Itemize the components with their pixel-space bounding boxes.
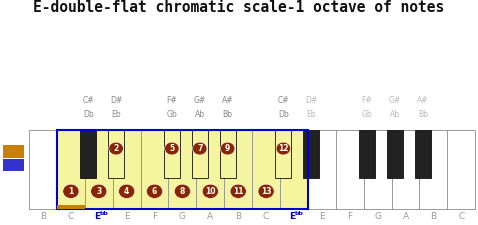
Bar [3, 145, 23, 158]
Text: 8: 8 [180, 187, 185, 196]
Text: 12: 12 [278, 144, 289, 153]
Text: C: C [458, 212, 465, 221]
Text: Ab: Ab [390, 110, 400, 119]
Text: C: C [263, 212, 269, 221]
Text: Bb: Bb [223, 110, 233, 119]
Text: 10: 10 [205, 187, 216, 196]
Text: C#: C# [82, 95, 94, 104]
Bar [192, 130, 208, 178]
Ellipse shape [220, 142, 235, 155]
Text: A#: A# [222, 95, 233, 104]
Bar [196, 130, 224, 209]
Text: Db: Db [278, 110, 289, 119]
Text: 9: 9 [225, 144, 230, 153]
Bar [359, 130, 375, 178]
Text: 2: 2 [113, 144, 119, 153]
Bar [275, 130, 292, 178]
Bar [29, 130, 57, 209]
Text: E: E [124, 212, 130, 221]
Text: D#: D# [110, 95, 122, 104]
Text: bb: bb [99, 211, 108, 216]
Text: C#: C# [278, 95, 289, 104]
Text: Eb: Eb [111, 110, 121, 119]
Text: 4: 4 [124, 187, 129, 196]
Bar [164, 130, 180, 178]
Bar [303, 130, 319, 178]
Text: E: E [290, 212, 295, 221]
Text: basicmusictheory.com: basicmusictheory.com [10, 77, 14, 139]
Text: Gb: Gb [166, 110, 177, 119]
Text: F#: F# [362, 95, 372, 104]
Bar [108, 130, 124, 178]
Text: F#: F# [166, 95, 177, 104]
Ellipse shape [91, 184, 107, 198]
Text: A: A [207, 212, 213, 221]
Ellipse shape [146, 184, 163, 198]
Ellipse shape [230, 184, 246, 198]
Ellipse shape [258, 184, 274, 198]
Text: 6: 6 [152, 187, 157, 196]
Text: 7: 7 [197, 144, 202, 153]
Bar [224, 130, 252, 209]
Bar [415, 130, 431, 178]
Bar [80, 130, 96, 178]
Text: B: B [40, 212, 46, 221]
Bar [391, 130, 420, 209]
Text: 11: 11 [233, 187, 243, 196]
Text: bb: bb [294, 211, 304, 216]
Bar [280, 130, 308, 209]
Text: Ab: Ab [195, 110, 205, 119]
Bar [219, 130, 236, 178]
Text: B: B [235, 212, 241, 221]
Text: 1: 1 [68, 187, 74, 196]
Text: Gb: Gb [362, 110, 372, 119]
Text: A#: A# [417, 95, 429, 104]
Text: E-double-flat chromatic scale-1 octave of notes: E-double-flat chromatic scale-1 octave o… [33, 0, 445, 15]
Bar [387, 130, 403, 178]
Text: 3: 3 [96, 187, 101, 196]
Ellipse shape [276, 142, 291, 155]
Text: F: F [152, 212, 157, 221]
Ellipse shape [63, 184, 79, 198]
Bar [336, 130, 364, 209]
Text: G#: G# [389, 95, 401, 104]
Bar [3, 159, 23, 171]
Bar [168, 130, 196, 209]
Bar [308, 130, 336, 209]
Ellipse shape [164, 142, 179, 155]
Text: A: A [402, 212, 409, 221]
Text: F: F [347, 212, 352, 221]
Text: E: E [94, 212, 100, 221]
Ellipse shape [109, 142, 123, 155]
Text: Eb: Eb [306, 110, 316, 119]
Bar [420, 130, 447, 209]
Bar [113, 130, 141, 209]
Text: Bb: Bb [418, 110, 428, 119]
Text: 13: 13 [261, 187, 272, 196]
Text: C: C [68, 212, 74, 221]
Bar [252, 130, 280, 209]
Ellipse shape [119, 184, 135, 198]
Bar [85, 130, 113, 209]
Bar [364, 130, 391, 209]
Text: B: B [430, 212, 436, 221]
Text: G: G [374, 212, 381, 221]
Bar [57, 130, 308, 209]
Bar [57, 205, 85, 209]
Text: E: E [319, 212, 325, 221]
Bar [57, 130, 85, 209]
Text: Db: Db [83, 110, 94, 119]
Bar [141, 130, 168, 209]
Bar [447, 130, 475, 209]
Text: 5: 5 [169, 144, 174, 153]
Ellipse shape [174, 184, 191, 198]
Text: G#: G# [194, 95, 206, 104]
Ellipse shape [193, 142, 207, 155]
Text: G: G [179, 212, 186, 221]
Text: D#: D# [305, 95, 317, 104]
Ellipse shape [202, 184, 218, 198]
